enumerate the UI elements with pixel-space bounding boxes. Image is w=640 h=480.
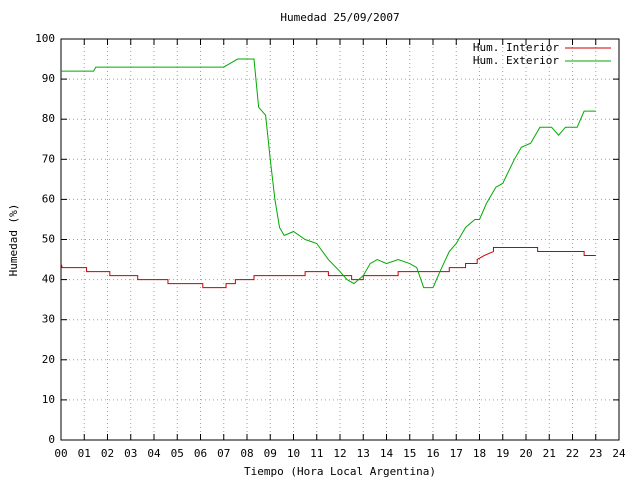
legend-label: Hum. Exterior [473, 54, 559, 67]
y-tick-label: 100 [35, 32, 55, 45]
x-tick-label: 17 [450, 447, 463, 460]
y-tick-label: 60 [42, 192, 55, 205]
x-tick-label: 02 [101, 447, 114, 460]
x-tick-label: 18 [473, 447, 486, 460]
series-line [60, 247, 596, 289]
x-tick-label: 05 [171, 447, 184, 460]
y-tick-label: 80 [42, 112, 55, 125]
x-tick-label: 19 [496, 447, 509, 460]
x-tick-label: 15 [403, 447, 416, 460]
x-tick-label: 10 [287, 447, 300, 460]
x-tick-label: 14 [380, 447, 394, 460]
x-tick-label: 23 [589, 447, 602, 460]
x-tick-label: 24 [612, 447, 626, 460]
x-tick-label: 21 [543, 447, 556, 460]
x-tick-label: 09 [264, 447, 277, 460]
y-axis-label: Humedad (%) [7, 204, 20, 277]
y-tick-label: 0 [48, 433, 55, 446]
y-tick-label: 10 [42, 393, 55, 406]
y-tick-label: 20 [42, 353, 55, 366]
x-tick-label: 11 [310, 447, 323, 460]
x-tick-label: 04 [147, 447, 161, 460]
chart-title: Humedad 25/09/2007 [280, 11, 399, 24]
x-tick-label: 22 [566, 447, 579, 460]
x-tick-label: 08 [240, 447, 253, 460]
x-tick-label: 13 [357, 447, 370, 460]
x-tick-label: 00 [54, 447, 67, 460]
y-tick-label: 40 [42, 273, 55, 286]
x-axis-label: Tiempo (Hora Local Argentina) [244, 465, 436, 478]
x-tick-label: 16 [426, 447, 439, 460]
y-tick-label: 50 [42, 233, 55, 246]
series-line [61, 58, 596, 289]
x-tick-label: 12 [333, 447, 346, 460]
x-tick-label: 06 [194, 447, 207, 460]
y-tick-label: 70 [42, 152, 55, 165]
x-tick-label: 20 [519, 447, 532, 460]
plot-frame [60, 38, 620, 441]
legend-label: Hum. Interior [473, 41, 559, 54]
y-tick-label: 30 [42, 313, 55, 326]
x-tick-label: 07 [217, 447, 230, 460]
x-tick-label: 03 [124, 447, 137, 460]
y-tick-label: 90 [42, 72, 55, 85]
x-tick-label: 01 [78, 447, 91, 460]
